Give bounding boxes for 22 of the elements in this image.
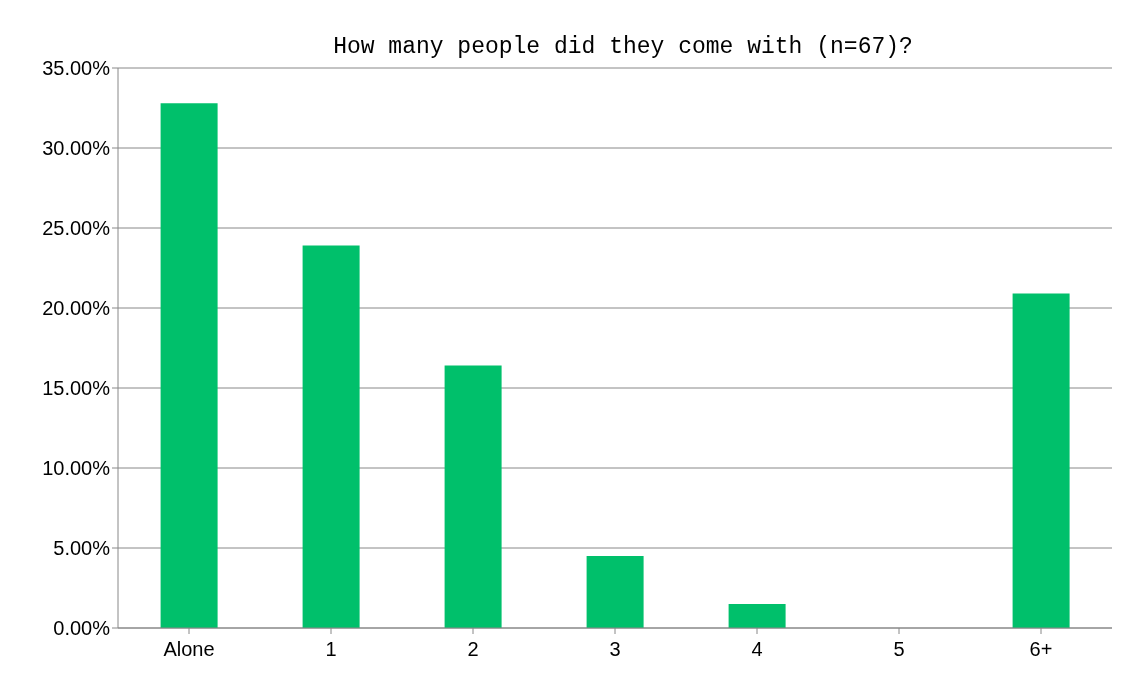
x-tick-label: 4 [751, 638, 763, 661]
x-tick-label: 6+ [1029, 638, 1053, 661]
y-tick-label: 30.00% [42, 137, 111, 160]
bar [160, 103, 218, 628]
x-tick-label: 1 [325, 638, 337, 661]
y-tick-label: 0.00% [53, 617, 111, 640]
bar [586, 556, 644, 628]
y-tick-label: 5.00% [53, 537, 111, 560]
y-tick-label: 25.00% [42, 217, 111, 240]
x-tick-label: 5 [893, 638, 905, 661]
y-tick-label: 20.00% [42, 297, 111, 320]
x-tick-label: 2 [467, 638, 479, 661]
bar [1012, 293, 1070, 628]
y-tick-label: 15.00% [42, 377, 111, 400]
bar [302, 245, 360, 628]
x-tick-label: Alone [163, 638, 215, 661]
y-tick-label: 10.00% [42, 457, 111, 480]
x-tick-label: 3 [609, 638, 621, 661]
y-tick-label: 35.00% [42, 57, 111, 80]
chart-title: How many people did they come with (n=67)? [332, 33, 914, 60]
bar [444, 365, 502, 628]
bar [728, 604, 786, 628]
